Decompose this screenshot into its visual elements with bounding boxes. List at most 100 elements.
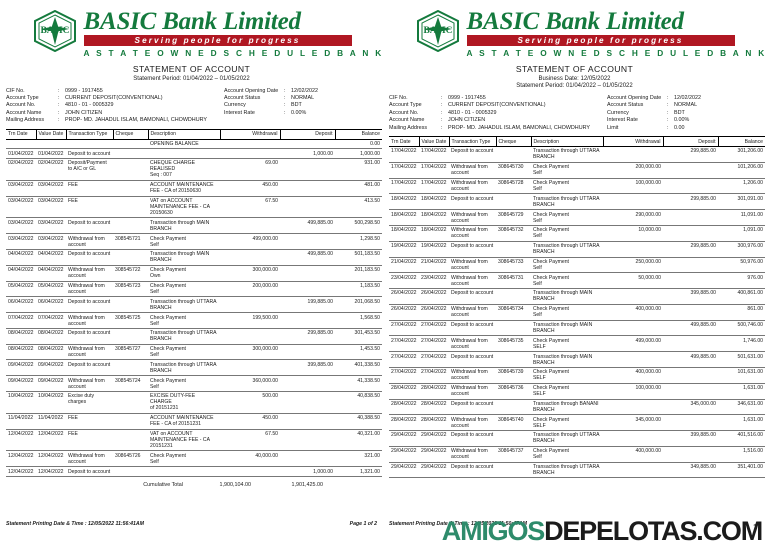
cell-description: Check Payment SELF — [531, 414, 603, 432]
cell-withdrawal: 345,000.00 — [603, 414, 663, 432]
cell-balance: 501,183.50 — [335, 249, 382, 266]
cell-cheque: 308645730 — [496, 162, 531, 179]
description-line-1: VAT on ACCOUNT MAINTENANCE FEE - CA 2015… — [150, 198, 210, 217]
business-date: Business Date: 12/05/2022 — [538, 75, 611, 82]
bank-name: BASIC Bank Limited — [466, 8, 684, 35]
cell-description: EXCISE DUTY-FEE CHARGE of 20151231 — [148, 391, 220, 414]
cell-balance: 400,861.00 — [718, 288, 765, 305]
description-line-2: Transaction through UTTARA BRANCH — [533, 432, 600, 445]
cell-withdrawal — [603, 288, 663, 305]
cell-trn-date: 18/04/2022 — [389, 193, 419, 211]
printing-datetime: Statement Printing Date & Time : 12/05/2… — [389, 521, 527, 527]
cell-description: Check Payment Self — [148, 312, 220, 329]
cell-balance: 40,321.00 — [335, 429, 382, 452]
cell-balance: 413.50 — [335, 196, 382, 219]
cell-deposit — [280, 265, 335, 282]
cell-trn-date: 12/04/2022 — [6, 450, 36, 468]
description-line-2: Transaction through UTTARA BRANCH — [150, 361, 217, 374]
description-line-1: Check Payment — [150, 314, 186, 321]
svg-text:BASIC: BASIC — [423, 26, 452, 36]
description-line-2: Transaction through UTTARA BRANCH — [150, 298, 217, 311]
totals-withdrawal: 1,900,104.00 — [219, 481, 251, 488]
cell-transaction-type: Deposit to account — [449, 462, 496, 479]
bank-subline: A S T A T E O W N E D S C H E D U L E D … — [83, 48, 384, 58]
cell-transaction-type: Deposit to account — [66, 359, 113, 377]
description-line-2: Self — [150, 383, 159, 390]
cell-deposit — [663, 335, 718, 353]
cell-value-date: 01/04/2022 — [36, 148, 66, 160]
cell-balance: 351,401.00 — [718, 462, 765, 479]
cell-transaction-type: Deposit to account — [66, 296, 113, 314]
statement-page-2: BASIC BASIC Bank Limited Serving people … — [383, 0, 766, 551]
cell-value-date: 28/04/2022 — [419, 414, 449, 432]
table-row: 28/04/2022 28/04/2022 Withdrawal from acco… — [389, 414, 765, 432]
table-row: 05/04/2022 05/04/2022 Withdrawal from acco… — [6, 281, 382, 298]
table-row: 01/04/2022 01/04/2022 Deposit to account 1,… — [6, 148, 382, 160]
cell-description: Check Payment Self — [531, 272, 603, 290]
cell-value-date: 29/04/2022 — [419, 446, 449, 463]
table-header-row: Trn Date Value Date Transaction Type Che… — [389, 136, 765, 148]
description-line-2: Transaction through UTTARA BRANCH — [533, 464, 600, 477]
cell-value-date: 10/04/2022 — [36, 391, 66, 414]
account-info: CIF No.:0999 - 1917455 Account Type: CURR… — [6, 88, 377, 125]
cell-balance: 1,091.00 — [718, 225, 765, 242]
cell-balance: 321.00 — [335, 450, 382, 468]
cell-deposit: 499,885.00 — [663, 320, 718, 337]
table-row: 29/04/2022 29/04/2022 Deposit to account Tr… — [389, 430, 765, 447]
cell-description: Check Payment Self — [531, 225, 603, 242]
description-line-1: Check Payment — [150, 377, 186, 384]
cell-value-date: 19/04/2022 — [419, 241, 449, 258]
description-line-2: Self — [150, 288, 159, 295]
cell-value-date: 05/04/2022 — [36, 281, 66, 298]
cell-description: Check Payment Self — [531, 209, 603, 226]
statement-page-1: BASIC BASIC Bank Limited Serving people … — [6, 9, 384, 527]
cell-trn-date: 17/04/2022 — [389, 178, 419, 195]
cell-transaction-type: Deposit to account — [449, 430, 496, 447]
description-line-1: Check Payment — [150, 282, 186, 289]
cell-transaction-type — [66, 139, 113, 150]
description-line-1: Check Payment — [533, 179, 569, 186]
cell-withdrawal — [603, 430, 663, 447]
cell-transaction-type: Withdrawal from account — [449, 225, 496, 242]
info-row: Interest Rate:0.00% — [607, 117, 690, 124]
cell-withdrawal: 499,000.00 — [220, 233, 280, 250]
description-line-2: Self — [533, 264, 542, 271]
cell-description: OPENING BALANCE — [148, 139, 220, 150]
description-line-2: Transaction through MAIN BRANCH — [150, 219, 210, 232]
cell-value-date: 17/04/2022 — [419, 146, 449, 163]
cell-description: Check Payment Self — [148, 450, 220, 468]
cell-withdrawal — [220, 217, 280, 235]
description-line-1: Check Payment — [533, 274, 569, 281]
cell-value-date: 03/04/2022 — [36, 217, 66, 235]
info-row: CIF No.:0999 - 1917455 — [6, 87, 103, 94]
cell-description: Transaction through MAIN BRANCH — [531, 320, 603, 337]
cell-deposit — [663, 178, 718, 195]
cell-withdrawal — [603, 320, 663, 337]
cell-balance: 300,976.00 — [718, 241, 765, 258]
cell-withdrawal: 360,000.00 — [220, 375, 280, 393]
transactions-table-page-1: Trn Date Value Date Transaction Type Che… — [6, 128, 382, 477]
description-line-2: Self — [533, 454, 542, 461]
table-row: 10/04/2022 10/04/2022 Excise duty charges E… — [6, 391, 382, 414]
cell-deposit — [663, 414, 718, 432]
table-row: 27/04/2022 27/04/2022 Deposit to account Tr… — [389, 320, 765, 337]
description-line-2: Transaction through UTTARA BRANCH — [533, 195, 600, 208]
cell-description: CHEQUE CHARGE REALISED Seq : 007 — [148, 158, 220, 181]
table-row: 08/04/2022 08/04/2022 Deposit to account Tr… — [6, 328, 382, 345]
cell-trn-date: 11/04/2022 — [6, 413, 36, 430]
cell-balance: 301,453.50 — [335, 328, 382, 345]
cell-value-date: 03/04/2022 — [36, 180, 66, 197]
info-row: CIF No.:0999 - 1917455 — [389, 95, 486, 101]
info-row: Account Status: NORMAL — [224, 94, 315, 101]
cell-value-date: 17/04/2022 — [419, 178, 449, 195]
cell-cheque — [496, 399, 531, 416]
bank-wordmark: BASIC Bank Limited Serving people for pr… — [466, 8, 764, 58]
account-info-left: CIF No.:0999 - 1917455 Account Type: CURR… — [6, 88, 224, 125]
table-row: 03/04/2022 03/04/2022 Withdrawal from acco… — [6, 233, 382, 250]
col-deposit: Deposit — [662, 136, 718, 148]
description-line-2: SELF — [533, 343, 546, 350]
table-row: 17/04/2022 17/04/2022 Withdrawal from acco… — [389, 162, 765, 179]
cell-transaction-type: FEE — [66, 180, 113, 197]
description-line-2: Self — [150, 241, 159, 248]
description-line-1: Check Payment — [533, 258, 569, 265]
